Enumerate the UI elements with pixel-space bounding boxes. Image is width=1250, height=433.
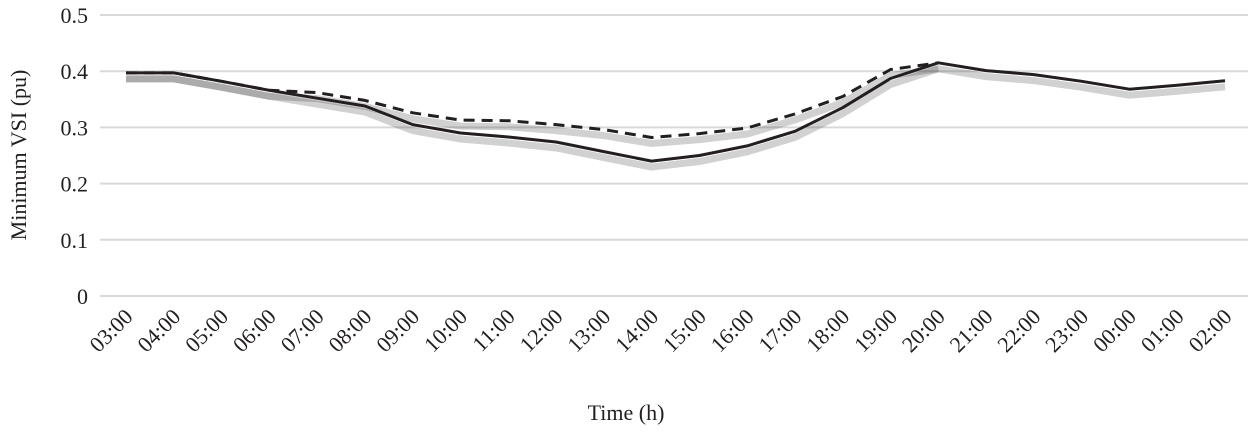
x-tick-label: 00:00 (1088, 304, 1141, 357)
x-axis-title: Time (h) (588, 400, 665, 425)
x-tick-label: 08:00 (323, 304, 376, 357)
x-tick-label: 18:00 (801, 304, 854, 357)
x-tick-label: 21:00 (945, 304, 998, 357)
x-tick-label: 16:00 (706, 304, 759, 357)
y-tick-label: 0 (77, 284, 88, 309)
x-tick-label: 04:00 (132, 304, 185, 357)
series-shadow (126, 65, 1226, 171)
series-line-dashed (126, 61, 939, 139)
x-tick-label: 23:00 (1040, 304, 1093, 357)
y-tick-label: 0.5 (61, 3, 89, 28)
x-tick-label: 05:00 (180, 304, 233, 357)
series-lines (126, 61, 1226, 163)
y-tick-label: 0.3 (61, 115, 89, 140)
series-shadow (126, 65, 939, 148)
gridlines (100, 14, 1248, 297)
line-shadows (126, 65, 1226, 171)
x-tick-label: 09:00 (371, 304, 424, 357)
x-tick-label: 13:00 (562, 304, 615, 357)
x-tick-label: 12:00 (514, 304, 567, 357)
x-tick-label: 19:00 (849, 304, 902, 357)
x-tick-label: 11:00 (467, 304, 520, 357)
y-tick-label: 0.2 (61, 172, 89, 197)
x-tick-label: 10:00 (419, 304, 472, 357)
x-tick-label: 01:00 (1136, 304, 1189, 357)
x-tick-label: 14:00 (610, 304, 663, 357)
x-tick-label: 07:00 (276, 304, 329, 357)
y-tick-label: 0.4 (61, 59, 89, 84)
y-tick-label: 0.1 (61, 228, 89, 253)
series-line-solid (126, 61, 1226, 163)
x-tick-label: 06:00 (228, 304, 281, 357)
x-tick-label: 22:00 (992, 304, 1045, 357)
y-axis-title: Minimum VSI (pu) (6, 70, 31, 241)
x-tick-label: 17:00 (753, 304, 806, 357)
y-tick-labels: 0 0.1 0.2 0.3 0.4 0.5 (61, 3, 89, 309)
x-tick-label: 03:00 (84, 304, 137, 357)
x-tick-labels: 03:0004:0005:0006:0007:0008:0009:0010:00… (84, 304, 1236, 357)
x-tick-label: 02:00 (1183, 304, 1236, 357)
x-tick-label: 15:00 (658, 304, 711, 357)
x-tick-label: 20:00 (897, 304, 950, 357)
